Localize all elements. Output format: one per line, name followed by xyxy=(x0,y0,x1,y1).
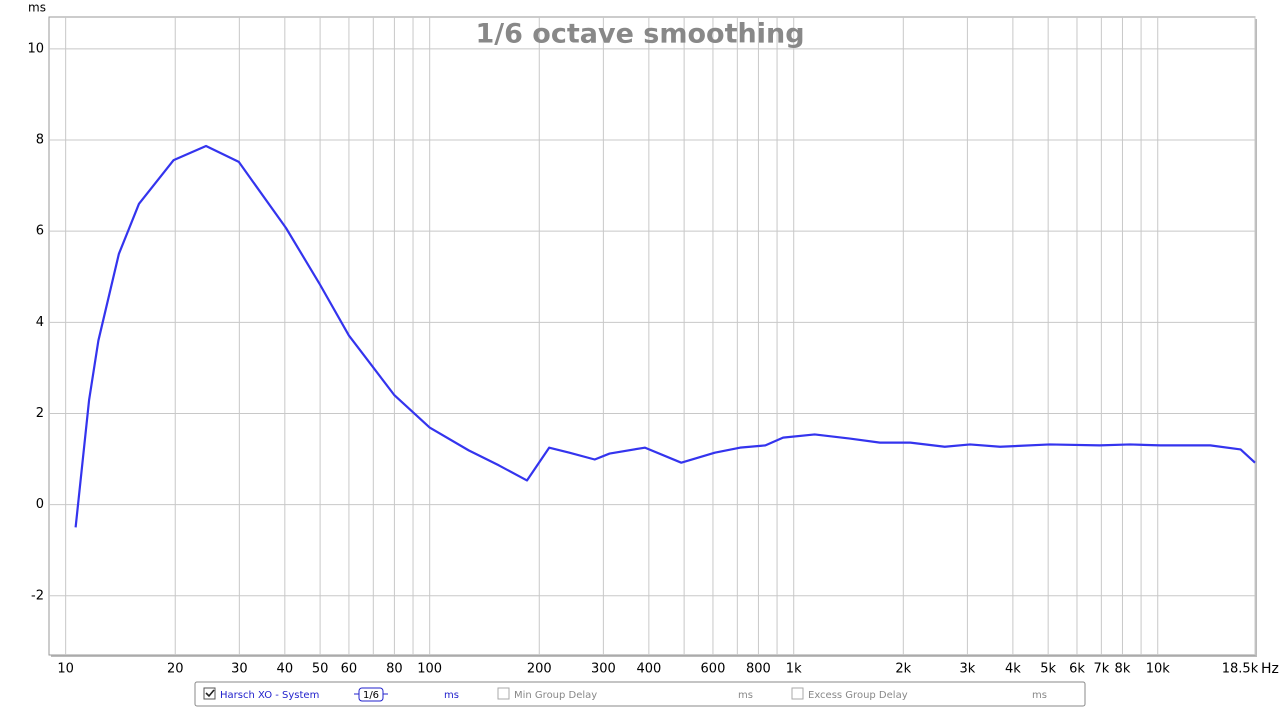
x-tick-label: 10 xyxy=(57,662,74,677)
y-tick-label: 8 xyxy=(36,133,44,148)
x-tick-label: 7k xyxy=(1093,662,1109,677)
x-tick-label: 40 xyxy=(277,662,294,677)
x-tick-label: 20 xyxy=(167,662,184,677)
x-tick-label: 80 xyxy=(386,662,403,677)
x-tick-label: 800 xyxy=(746,662,771,677)
x-tick-label: 5k xyxy=(1040,662,1056,677)
checkbox[interactable] xyxy=(497,687,510,700)
x-tick-label: 10k xyxy=(1146,662,1171,677)
unit-label: ms xyxy=(738,690,753,701)
checkbox[interactable] xyxy=(791,687,804,700)
y-tick-label: 4 xyxy=(36,315,44,330)
x-axis-label: Hz xyxy=(1261,661,1279,677)
y-tick-label: -2 xyxy=(31,588,44,603)
x-tick-label: 100 xyxy=(417,662,442,677)
x-tick-label: 8k xyxy=(1115,662,1131,677)
x-tick-label: 18.5k xyxy=(1222,662,1259,677)
x-tick-label: 1k xyxy=(786,662,802,677)
x-tick-label: 30 xyxy=(231,662,248,677)
y-tick-label: 10 xyxy=(27,41,44,56)
data-line xyxy=(74,144,1256,528)
y-tick-label: 6 xyxy=(36,224,44,239)
x-tick-label: 50 xyxy=(312,662,329,677)
x-tick-label: 300 xyxy=(591,662,616,677)
x-tick-label: 600 xyxy=(701,662,726,677)
y-tick-label: 2 xyxy=(36,406,44,421)
y-axis-label: ms xyxy=(28,1,46,15)
legend-bar xyxy=(194,681,1086,707)
x-tick-label: 60 xyxy=(341,662,358,677)
chart-title: 1/6 octave smoothing xyxy=(475,19,804,50)
smoothing-box[interactable] xyxy=(358,687,384,702)
legend-entry[interactable]: Harsch XO - System xyxy=(220,690,319,701)
x-tick-label: 3k xyxy=(959,662,975,677)
x-tick-label: 2k xyxy=(895,662,911,677)
unit-label: ms xyxy=(1032,690,1047,701)
x-tick-label: 4k xyxy=(1005,662,1021,677)
legend-entry[interactable]: Excess Group Delay xyxy=(808,690,908,701)
checkbox[interactable] xyxy=(203,687,216,700)
unit-label: ms xyxy=(444,690,459,701)
x-tick-label: 6k xyxy=(1069,662,1085,677)
y-tick-label: 0 xyxy=(36,497,44,512)
legend-entry[interactable]: Min Group Delay xyxy=(514,690,597,701)
x-tick-label: 200 xyxy=(527,662,552,677)
plot-area xyxy=(48,16,1256,656)
smoothing-label: 1/6 xyxy=(363,690,379,701)
x-tick-label: 400 xyxy=(636,662,661,677)
check-mark xyxy=(205,689,215,698)
